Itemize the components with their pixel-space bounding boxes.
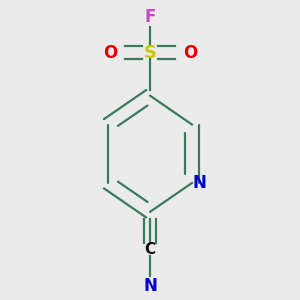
- Text: N: N: [143, 277, 157, 295]
- Text: N: N: [192, 174, 206, 192]
- Text: S: S: [143, 44, 157, 62]
- Text: O: O: [183, 44, 197, 62]
- Text: O: O: [103, 44, 117, 62]
- Text: F: F: [144, 8, 156, 26]
- Text: C: C: [144, 242, 156, 257]
